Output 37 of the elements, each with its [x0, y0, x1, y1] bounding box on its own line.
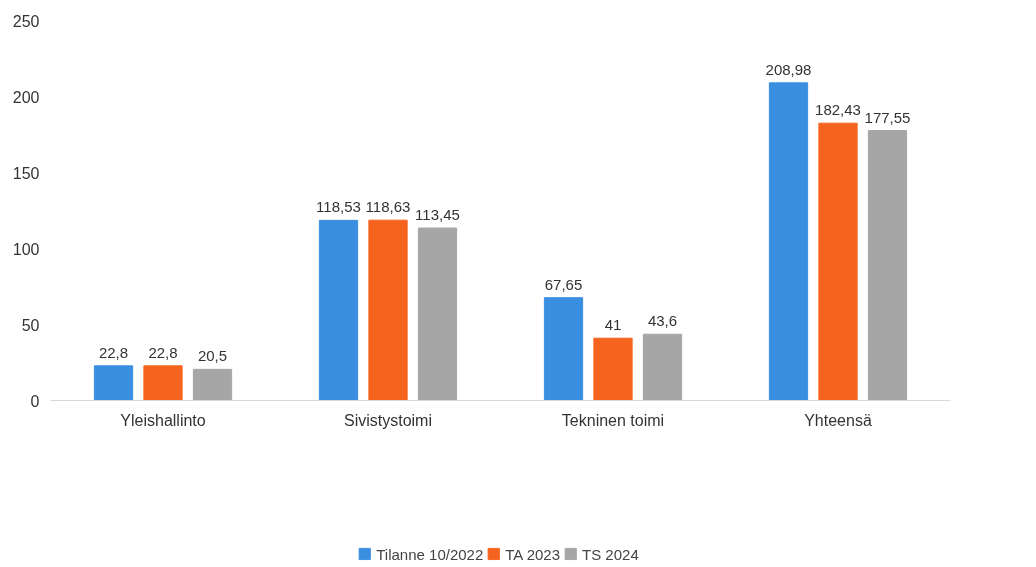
y-tick-label: 250	[12, 12, 40, 30]
data-label: 43,6	[647, 312, 678, 330]
legend-label: TS 2024	[582, 545, 639, 562]
bar	[818, 122, 858, 401]
bar	[768, 82, 809, 401]
bar	[543, 297, 584, 401]
data-label: 20,5	[197, 347, 228, 365]
bar	[192, 368, 233, 401]
legend-label: Tilanne 10/2022	[376, 545, 484, 562]
data-label: 22,8	[148, 343, 178, 361]
data-label: 208,98	[765, 60, 812, 78]
x-tick-label: Yleishallinto	[120, 411, 206, 429]
y-tick-label: 50	[21, 316, 40, 334]
x-tick-label: Yhteensä	[804, 411, 872, 429]
bar	[143, 365, 183, 401]
x-tick-label: Sivistystoimi	[344, 411, 433, 429]
data-label: 67,65	[544, 275, 583, 293]
data-label: 118,63	[365, 198, 411, 216]
y-tick-label: 0	[30, 392, 40, 410]
data-label: 22,8	[98, 343, 129, 361]
data-label: 182,43	[815, 101, 861, 119]
bar	[867, 130, 908, 401]
bar	[318, 219, 359, 401]
y-tick-label: 150	[12, 164, 40, 182]
legend-label: TA 2023	[505, 545, 561, 562]
x-tick-label: Tekninen toimi	[561, 411, 665, 429]
y-tick-label: 200	[12, 88, 40, 106]
data-label: 177,55	[864, 108, 911, 126]
data-label: 113,45	[415, 206, 460, 224]
bar	[642, 333, 683, 401]
data-label: 118,53	[316, 198, 361, 216]
bar	[593, 337, 633, 401]
bar	[93, 365, 134, 401]
y-tick-label: 100	[12, 240, 40, 258]
data-label: 41	[604, 316, 622, 334]
bar	[368, 219, 408, 401]
bar	[417, 227, 458, 401]
